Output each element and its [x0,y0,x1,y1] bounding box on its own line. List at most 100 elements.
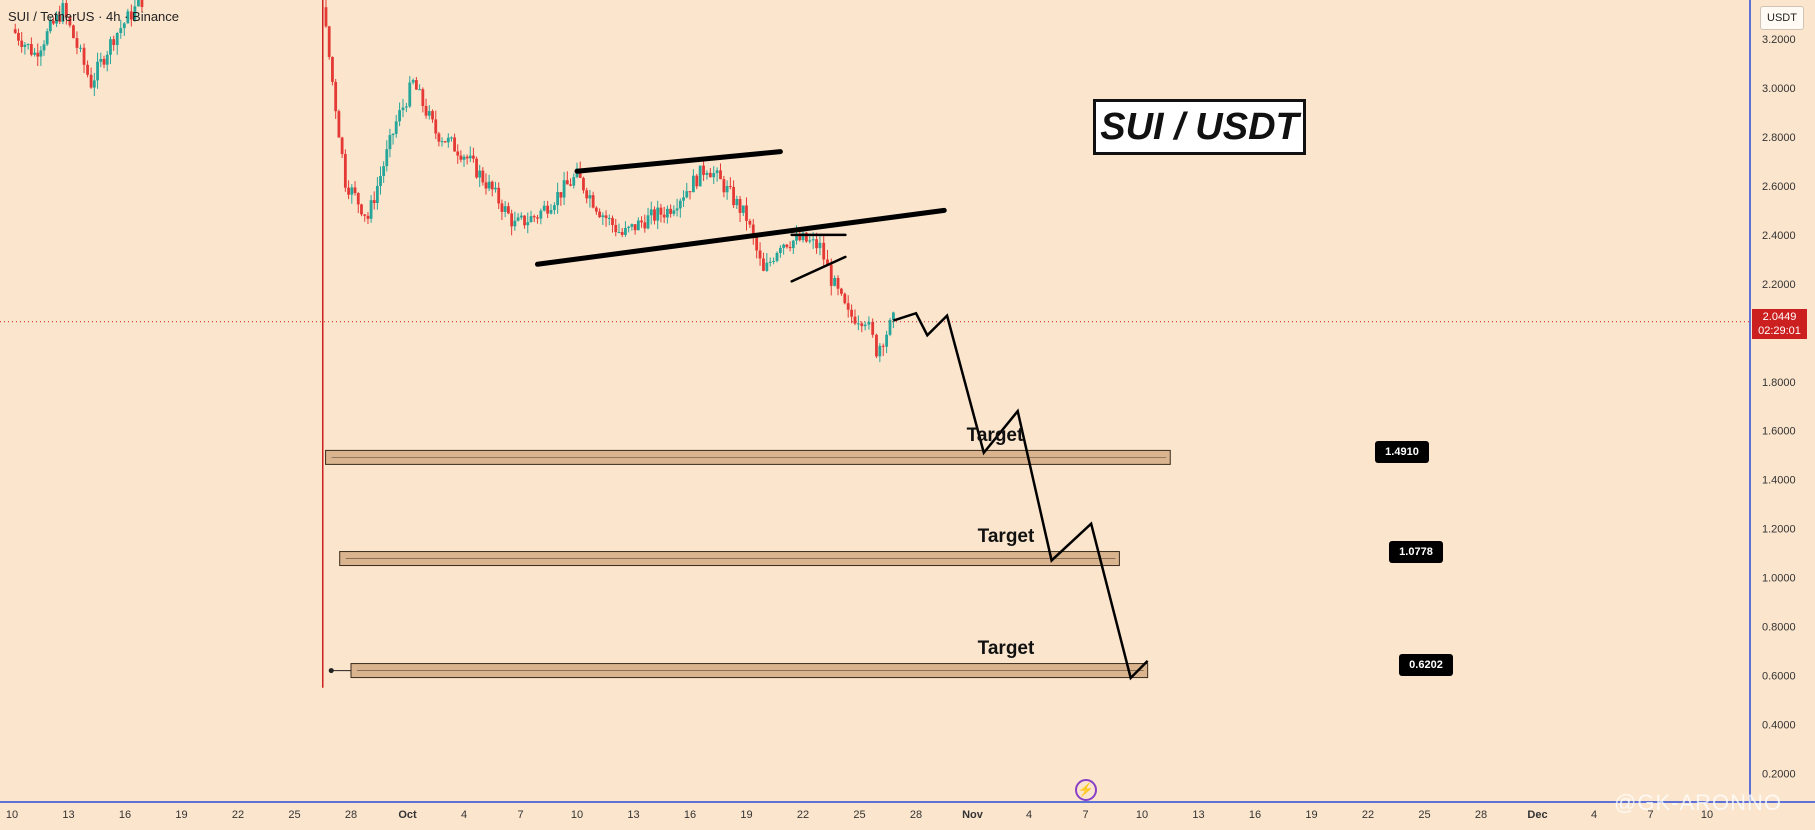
candle-body [353,187,357,194]
candle-body [804,232,808,242]
candle-body [363,214,367,216]
candle-body [614,224,618,233]
candle-body [782,244,786,248]
candle-body [556,192,560,206]
x-tick-label: 19 [175,809,187,821]
x-tick-label: 16 [119,809,131,821]
candle-body [372,200,376,204]
chart-annotation-title: SUI / USDT [1093,99,1306,155]
candle-body [594,207,598,212]
projection-path [893,311,1149,681]
x-tick-label: 28 [910,809,922,821]
candle-body [86,64,89,75]
last-price-value: 2.0449 [1762,311,1797,323]
x-tick-label: 16 [684,809,696,821]
candle-body [860,323,864,327]
candle-body [105,54,109,65]
candle-body [627,226,631,228]
candle-body [79,47,82,49]
candle-body [688,191,692,193]
candle-body [58,14,62,22]
candle-body [795,234,798,241]
author-watermark: @GK-ARONNO [1614,790,1783,815]
candle-body [39,50,43,57]
candle-body [649,209,653,216]
candle-body [529,216,533,223]
candle-body [801,232,805,241]
candle-body [758,250,762,259]
candle-body [503,206,507,212]
candle-body [115,33,119,46]
x-tick-label: 28 [345,809,357,821]
candle-body [691,175,695,193]
y-tick-label: 0.8000 [1762,622,1796,634]
candle-body [52,20,55,24]
candle-body [659,207,663,215]
x-tick-label: 13 [627,809,639,821]
x-tick-label: 7 [1647,809,1653,821]
candle-body [481,170,485,183]
candle-body [490,181,494,190]
candle-body [418,89,422,91]
y-tick-label: 1.4000 [1762,475,1796,487]
candle-body [546,205,550,214]
candle-body [633,224,637,231]
candle-body [850,309,853,317]
candle-body [42,44,46,51]
candle-body [366,215,370,219]
candle-body [119,28,123,34]
x-tick-label: Dec [1527,809,1547,821]
candle-body [656,207,660,221]
x-tick-label: 10 [6,809,18,821]
last-price-tag: 2.0449 02:29:01 [1752,309,1807,339]
candle-body [434,119,438,134]
candle-body [75,38,79,48]
candle-body [732,186,735,206]
candle-body [843,293,847,304]
candle-body [695,175,699,187]
candle-body [624,227,627,235]
x-tick-label: 13 [1192,809,1204,821]
candle-body [500,203,504,212]
y-tick-label: 2.6000 [1762,181,1796,193]
candle-body [885,334,889,347]
candle-body [45,31,49,45]
candle-body [788,247,792,249]
candle-body [431,111,434,120]
candle-body [331,56,334,82]
y-tick-label: 0.2000 [1762,768,1796,780]
x-tick-label: 16 [1249,809,1261,821]
currency-button[interactable]: USDT [1760,6,1804,30]
candle-body [585,190,589,199]
candle-body [741,205,745,213]
candle-body [337,111,341,138]
candle-body [453,137,456,152]
candle-body [582,177,585,191]
x-tick-label: 4 [461,809,467,821]
x-tick-label: 22 [1362,809,1374,821]
candle-body [112,39,116,46]
candle-body [526,222,530,226]
candle-body [892,312,895,321]
channel-lower-line [534,207,947,267]
x-tick-label: Nov [962,809,984,821]
x-tick-label: 19 [740,809,752,821]
candle-body [666,208,669,218]
candle-body [553,205,556,211]
candle-body [523,215,526,226]
candle-body [29,44,33,55]
candle-body [653,209,656,221]
candle-body [494,187,497,190]
target-value-badge-3: 0.6202 [1399,654,1453,676]
candle-body [72,25,75,39]
candle-body [785,244,789,248]
candle-body [506,206,510,214]
candle-body [497,187,501,204]
target-value-badge-1: 1.4910 [1375,441,1429,463]
candle-body [404,106,408,108]
candle-body [888,320,892,335]
candle-body [140,0,144,8]
candle-body [391,133,395,136]
lightning-bolt-icon[interactable]: ⚡ [1075,779,1097,801]
